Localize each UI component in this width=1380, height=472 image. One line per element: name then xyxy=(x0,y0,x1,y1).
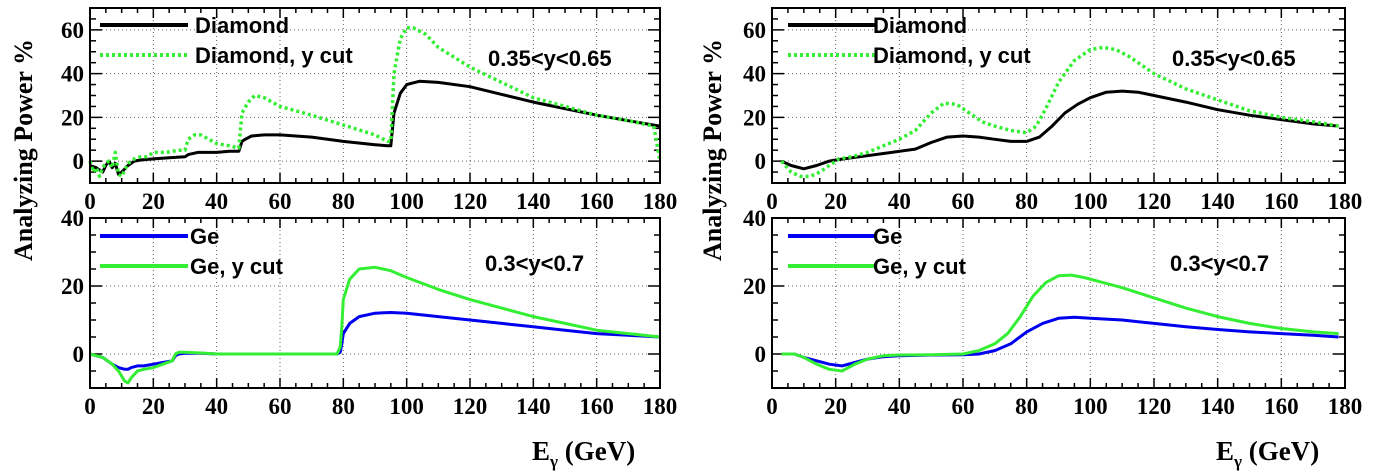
x-tick-label: 0 xyxy=(84,394,96,419)
x-tick-label: 40 xyxy=(888,394,911,419)
y-tick-label: 0 xyxy=(73,149,85,174)
x-tick-label: 100 xyxy=(1073,394,1108,419)
x-axis-label-unit: (GeV) xyxy=(558,436,635,466)
plot-frame xyxy=(771,7,1346,184)
y-tick-label: 60 xyxy=(743,18,766,43)
x-axis-label-left: Eγ (GeV) xyxy=(532,436,635,471)
x-tick-label: 120 xyxy=(1137,394,1172,419)
y-axis-label-left: Analyzing Power % xyxy=(9,39,38,261)
y-tick-label: 40 xyxy=(743,206,766,231)
x-tick-label: 120 xyxy=(453,394,488,419)
y-tick-label: 20 xyxy=(61,274,84,299)
x-tick-label: 160 xyxy=(579,189,614,214)
x-tick-label: 20 xyxy=(142,189,165,214)
x-tick-label: 80 xyxy=(332,394,355,419)
legend-label-0: Ge xyxy=(190,224,219,249)
plot-frame xyxy=(89,7,661,184)
x-tick-label: 60 xyxy=(952,394,975,419)
x-tick-label: 180 xyxy=(643,189,678,214)
x-tick-label: 0 xyxy=(766,394,778,419)
legend-label-1: Diamond, y cut xyxy=(873,43,1031,68)
x-tick-label: 100 xyxy=(389,189,424,214)
y-tick-label: 0 xyxy=(755,342,767,367)
legend-label-0: Diamond xyxy=(195,13,289,38)
series-line-1 xyxy=(88,25,662,179)
x-tick-label: 100 xyxy=(389,394,424,419)
x-tick-label: 80 xyxy=(1015,189,1038,214)
y-tick-label: 20 xyxy=(61,105,84,130)
x-tick-label: 0 xyxy=(766,189,778,214)
chart-panel-bottom-right: 0 20 40 60 80 100 120 140 160 180 0 20 40 Ge Ge, y cut… xyxy=(743,206,1362,419)
x-axis-label-main: E xyxy=(532,436,550,466)
x-tick-label: 160 xyxy=(1264,189,1299,214)
y-tick-label: 0 xyxy=(755,149,767,174)
y-axis-label-right: Analyzing Power % xyxy=(698,39,727,261)
series-line-0 xyxy=(781,315,1339,368)
x-tick-label: 60 xyxy=(952,189,975,214)
series-line-1 xyxy=(89,265,661,385)
legend-label-1: Ge, y cut xyxy=(190,254,284,279)
y-range-annotation: 0.35<y<0.65 xyxy=(488,46,612,71)
x-tick-label: 20 xyxy=(824,189,847,214)
x-tick-label: 20 xyxy=(824,394,847,419)
y-tick-label: 40 xyxy=(61,62,84,87)
x-tick-label: 80 xyxy=(332,189,355,214)
y-tick-label: 60 xyxy=(61,18,84,43)
y-tick-label: 20 xyxy=(743,274,766,299)
x-axis-label-unit: (GeV) xyxy=(1242,436,1319,466)
x-tick-label: 140 xyxy=(1200,189,1235,214)
series-line-0 xyxy=(89,311,661,371)
x-axis-label-main: E xyxy=(1216,436,1234,466)
x-tick-label: 60 xyxy=(269,189,292,214)
plot-frame xyxy=(89,217,661,389)
x-tick-label: 20 xyxy=(142,394,165,419)
x-tick-label: 100 xyxy=(1073,189,1108,214)
x-tick-label: 80 xyxy=(1015,394,1038,419)
series-line-0 xyxy=(89,79,661,176)
x-axis-label-right: Eγ (GeV) xyxy=(1216,436,1319,471)
plot-frame xyxy=(771,217,1346,389)
y-tick-label: 40 xyxy=(743,62,766,87)
y-tick-label: 0 xyxy=(73,342,85,367)
chart-panel-bottom-left: 0 20 40 60 80 100 120 140 160 180 0 20 40 Ge Ge, y cut… xyxy=(61,206,677,419)
y-tick-label: 40 xyxy=(61,206,84,231)
y-range-annotation: 0.3<y<0.7 xyxy=(485,251,584,276)
x-tick-label: 40 xyxy=(888,189,911,214)
x-tick-label: 40 xyxy=(205,394,228,419)
x-tick-label: 0 xyxy=(84,189,96,214)
x-tick-label: 40 xyxy=(205,189,228,214)
series-line-0 xyxy=(780,89,1339,171)
legend-label-1: Ge, y cut xyxy=(873,254,967,279)
x-tick-label: 180 xyxy=(1328,189,1363,214)
x-axis-label-subscript: γ xyxy=(549,452,558,471)
chart-panel-top-right: 0 20 40 60 80 100 120 140 160 180 0 20 40 60 Diamond Di… xyxy=(743,7,1363,214)
x-tick-label: 180 xyxy=(1328,394,1363,419)
legend-label-1: Diamond, y cut xyxy=(195,43,353,68)
x-tick-label: 160 xyxy=(579,394,614,419)
x-tick-label: 140 xyxy=(1200,394,1235,419)
y-range-annotation: 0.3<y<0.7 xyxy=(1170,251,1269,276)
legend-label-0: Diamond xyxy=(873,13,967,38)
x-tick-label: 140 xyxy=(516,189,551,214)
series-line-1 xyxy=(780,45,1339,179)
x-axis-label-subscript: γ xyxy=(1233,452,1242,471)
x-tick-label: 120 xyxy=(453,189,488,214)
series-line-1 xyxy=(781,273,1339,373)
x-tick-label: 60 xyxy=(269,394,292,419)
x-tick-label: 120 xyxy=(1137,189,1172,214)
y-tick-label: 20 xyxy=(743,105,766,130)
x-tick-label: 160 xyxy=(1264,394,1299,419)
x-tick-label: 180 xyxy=(643,394,678,419)
legend-label-0: Ge xyxy=(873,224,902,249)
x-tick-label: 140 xyxy=(516,394,551,419)
y-range-annotation: 0.35<y<0.65 xyxy=(1172,46,1296,71)
chart-panel-top-left: 0 20 40 60 80 100 120 140 160 180 0 20 40 60 Diamond Di… xyxy=(61,7,678,214)
